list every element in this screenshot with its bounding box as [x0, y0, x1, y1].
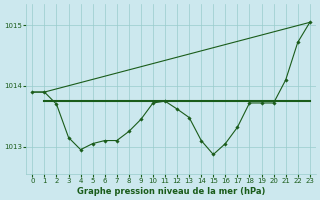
- X-axis label: Graphe pression niveau de la mer (hPa): Graphe pression niveau de la mer (hPa): [77, 187, 265, 196]
